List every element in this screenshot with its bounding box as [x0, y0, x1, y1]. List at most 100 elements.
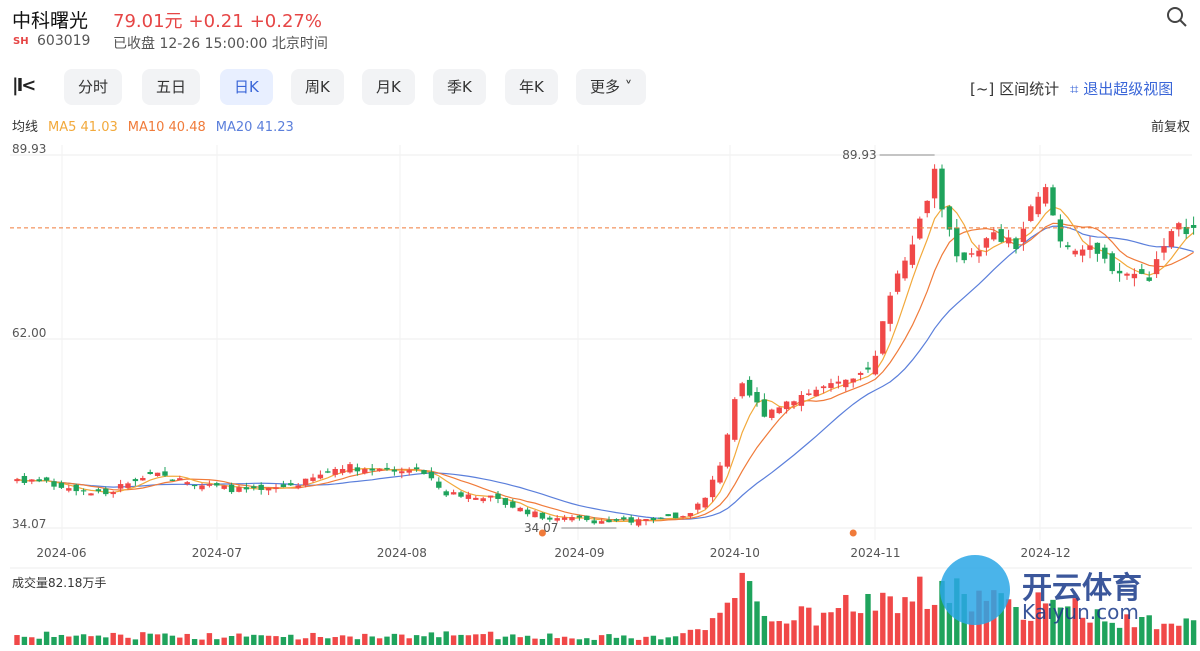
candle-body [887, 295, 893, 324]
candle-body [51, 481, 57, 487]
candle-body [354, 467, 361, 472]
volume-bar [887, 596, 893, 645]
volume-bar [80, 634, 87, 645]
candle-body [1161, 246, 1167, 253]
candle-body [36, 479, 42, 482]
volume-bar [584, 638, 590, 645]
volume-bar [473, 634, 479, 645]
volume-bar [820, 612, 827, 645]
candle-body [754, 391, 760, 403]
candle-body [436, 481, 442, 488]
tab-1[interactable]: 五日 [142, 69, 201, 105]
volume-bar [880, 592, 886, 645]
volume-bar [1124, 614, 1130, 645]
volume-bar [872, 610, 879, 645]
volume-bar [103, 637, 109, 645]
candle-body [376, 468, 383, 471]
candle-body [954, 227, 960, 257]
candle-body [384, 467, 390, 470]
volume-bar [857, 613, 864, 645]
volume-bar [1042, 603, 1049, 645]
volume-bar [769, 621, 775, 645]
volume-bar [1131, 627, 1138, 645]
volume-bar [650, 635, 657, 645]
volume-bar [739, 572, 745, 645]
quote: 79.01元 +0.21 +0.27% [113, 7, 328, 33]
volume-bar [95, 635, 102, 645]
volume-bar [362, 633, 368, 645]
candle-body [339, 468, 346, 473]
candle-body [909, 244, 916, 265]
candle-body [147, 472, 153, 475]
volume-bar [280, 637, 287, 645]
candle-body [29, 479, 35, 482]
volume-bar [421, 636, 427, 645]
candle-body [739, 383, 745, 397]
tab-3[interactable]: 周K [291, 69, 344, 105]
candle-body [902, 260, 908, 279]
volume-bar [1079, 617, 1086, 645]
volume-bar [613, 637, 620, 645]
candle-body [761, 399, 768, 417]
candle-body [776, 407, 782, 414]
candle-body [450, 492, 457, 495]
volume-bar [214, 639, 220, 645]
x-tick-label: 2024-07 [192, 546, 242, 560]
volume-bar [835, 608, 842, 645]
adjust-mode[interactable]: 前复权 [1150, 120, 1190, 135]
candle-body [709, 479, 716, 498]
volume-bar [1020, 619, 1027, 645]
candle-body [732, 399, 738, 440]
volume-bar [946, 602, 953, 645]
candle-body [280, 484, 287, 488]
range-stat-button[interactable]: [~] 区间统计 [970, 78, 1059, 99]
volume-bar [1057, 607, 1064, 645]
exit-view-label: 退出超级视图 [1083, 80, 1174, 98]
candle-body [724, 434, 731, 467]
candle-body [1050, 187, 1056, 216]
candle-body [561, 517, 568, 520]
candle-body [1013, 238, 1019, 250]
candle-body [783, 401, 790, 410]
volume-bar [621, 635, 627, 645]
volume-bar [687, 629, 694, 645]
tab-5[interactable]: 季K [433, 69, 486, 105]
volume-bar [1161, 623, 1167, 645]
tab-4[interactable]: 月K [362, 69, 415, 105]
candlestick-toggle-icon[interactable]: |I< [12, 75, 36, 96]
volume-bar [732, 598, 738, 645]
volume-bar [487, 631, 494, 645]
volume-bar [1035, 592, 1041, 645]
candle-body [532, 511, 538, 518]
volume-bar [576, 639, 583, 645]
y-tick-label: 89.93 [12, 142, 46, 156]
candle-body [650, 518, 657, 521]
search-icon[interactable] [1166, 6, 1188, 28]
tab-7[interactable]: 更多 ˅ [576, 69, 647, 105]
volume-bar [798, 606, 805, 645]
candle-body [813, 389, 819, 397]
volume-bar [58, 634, 65, 645]
volume-bar [21, 636, 28, 645]
candle-body [613, 519, 620, 521]
candle-body [273, 487, 279, 489]
volume-bar [110, 632, 116, 645]
volume-bar [399, 634, 405, 645]
tab-6[interactable]: 年K [505, 69, 558, 105]
candle-body [1065, 245, 1071, 248]
candle-body [228, 484, 235, 493]
volume-bar [532, 638, 538, 645]
volume-bar [510, 634, 516, 645]
candle-body [43, 477, 50, 481]
candle-body [473, 497, 479, 500]
exit-super-view-button[interactable]: ⌗ 退出超级视图 [1070, 78, 1173, 99]
tab-0[interactable]: 分时 [64, 69, 123, 105]
candle-body [1176, 223, 1182, 230]
volume-bar [325, 638, 331, 645]
volume-bar [288, 634, 294, 645]
candle-body [295, 485, 301, 488]
volume-bar [783, 623, 790, 645]
volume-bar [524, 635, 531, 645]
tab-2[interactable]: 日K [220, 69, 273, 105]
